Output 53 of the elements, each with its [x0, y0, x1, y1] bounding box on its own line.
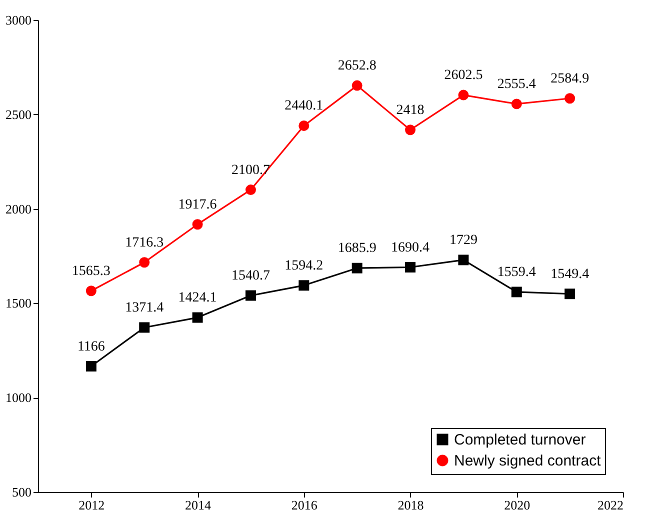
- point: [564, 93, 576, 104]
- y-tick-label: 2000: [6, 201, 32, 216]
- point: [511, 286, 522, 298]
- legend-label: Newly signed contract: [454, 452, 602, 470]
- data-label: 1685.9: [338, 241, 376, 256]
- data-label: 1540.7: [231, 268, 270, 284]
- point: [298, 120, 310, 131]
- x-tick-label: 2020: [504, 498, 530, 512]
- data-label: 1716.3: [125, 235, 164, 250]
- data-label: 1729: [449, 232, 478, 248]
- y-tick-label: 500: [12, 484, 32, 500]
- point: [298, 280, 310, 291]
- point: [405, 124, 416, 136]
- point: [86, 361, 96, 372]
- data-label: 2555.4: [497, 76, 536, 92]
- y-tick-label: 1000: [6, 390, 32, 406]
- point: [352, 80, 362, 91]
- data-label: 1917.6: [178, 197, 217, 212]
- data-label: 2418: [396, 102, 424, 118]
- y-tick-label: 2500: [6, 106, 32, 122]
- point: [245, 290, 256, 301]
- point: [139, 322, 150, 333]
- data-label: 1549.4: [550, 266, 590, 282]
- data-label: 2602.5: [444, 68, 483, 84]
- data-label: 1371.4: [125, 300, 164, 316]
- data-label: 1424.1: [178, 290, 217, 306]
- data-label: 1565.3: [72, 264, 110, 279]
- data-label: 1559.4: [497, 264, 536, 280]
- data-label: 1594.2: [284, 258, 324, 274]
- point: [192, 312, 203, 323]
- point: [192, 219, 203, 230]
- x-tick-label: 2014: [185, 498, 212, 512]
- legend-label: Completed turnover: [454, 432, 586, 448]
- data-label: 2440.1: [284, 98, 324, 114]
- y-tick-label: 3000: [6, 12, 32, 28]
- point: [86, 286, 96, 296]
- data-label: 1166: [77, 339, 105, 354]
- x-tick-label: 2012: [78, 498, 105, 512]
- x-tick-label: 2018: [398, 498, 424, 512]
- point: [245, 184, 256, 196]
- point: [564, 288, 576, 300]
- point: [352, 262, 362, 274]
- point: [458, 254, 469, 266]
- y-tick-label: 1500: [6, 296, 32, 311]
- x-tick-label: 2022: [598, 498, 624, 512]
- data-label: 2652.8: [338, 58, 376, 74]
- point: [139, 257, 150, 268]
- data-label: 2584.9: [550, 71, 590, 86]
- point: [405, 262, 416, 272]
- x-tick-label: 2016: [291, 498, 318, 512]
- data-label: 1690.4: [391, 240, 430, 256]
- point: [511, 98, 522, 110]
- point: [458, 90, 469, 100]
